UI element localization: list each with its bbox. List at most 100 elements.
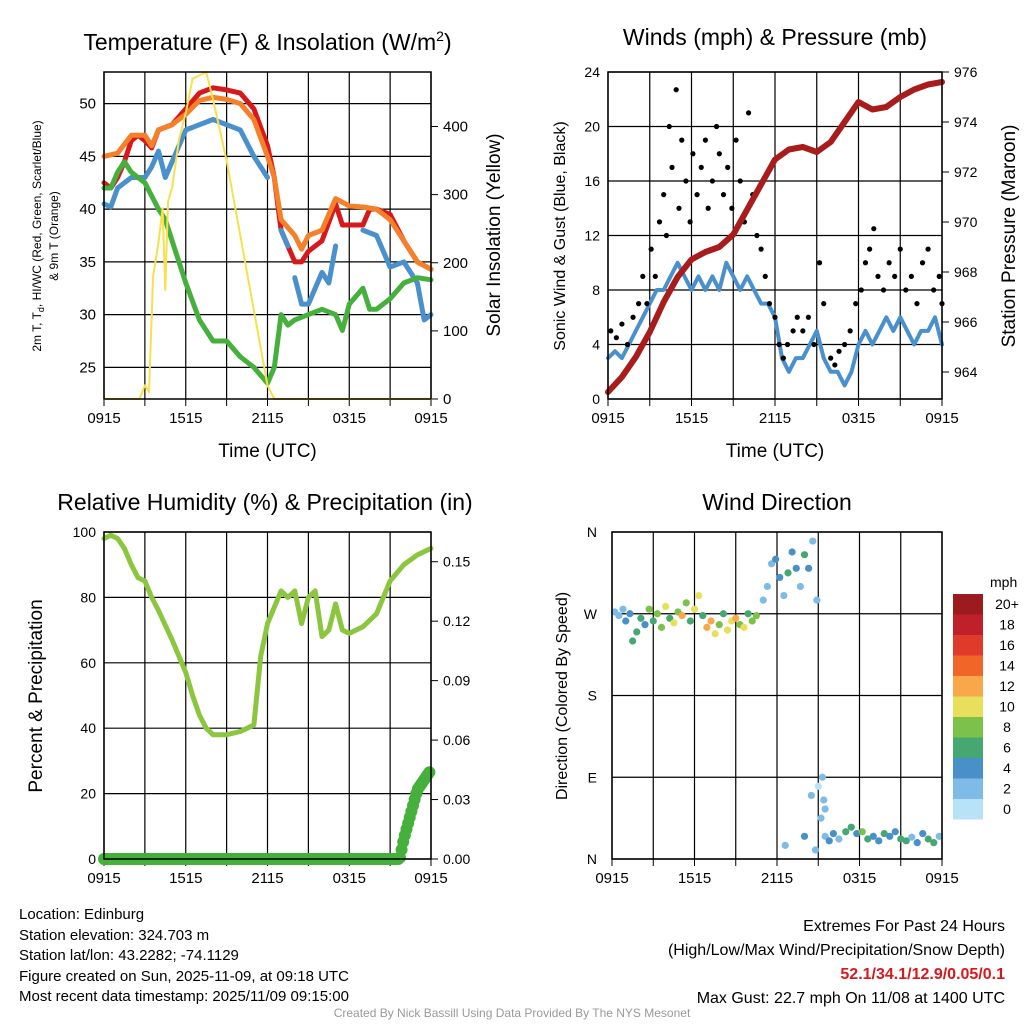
- wind-y-tick-label: 8: [592, 282, 600, 298]
- gust-point: [729, 205, 735, 211]
- direction-point: [814, 782, 822, 790]
- direction-point: [711, 630, 719, 638]
- temp-x-axis-label: Time (UTC): [218, 441, 317, 462]
- gust-point: [816, 260, 823, 266]
- dir-x-tick-label: 2115: [761, 870, 793, 887]
- pressure-y-tick-label: 970: [954, 214, 978, 230]
- temp-y-axis-label-2: & 9m T (Orange): [47, 191, 61, 281]
- extremes-title: Extremes For Past 24 Hours: [803, 918, 1005, 935]
- direction-point: [913, 839, 921, 847]
- direction-point: [817, 814, 825, 822]
- recent-data-text: Most recent data timestamp: 2025/11/09 0…: [19, 988, 349, 1005]
- direction-point: [886, 832, 894, 840]
- direction-point: [649, 617, 657, 625]
- extremes-subtitle: (High/Low/Max Wind/Precipitation/Snow De…: [667, 942, 1005, 959]
- gust-point: [687, 219, 693, 225]
- temp-title-main: Temperature (F) & Insolation (W/m: [83, 29, 436, 55]
- precip-y-tick-label: 0.12: [443, 613, 470, 629]
- temp-title-sup: 2: [436, 28, 444, 44]
- temp-panel: 0915 1515 2115 0315 0915 Temperature (F) & In…: [30, 28, 505, 462]
- direction-point: [686, 617, 694, 625]
- gust-point: [903, 287, 909, 293]
- gust-point: [766, 301, 773, 307]
- direction-point: [732, 614, 740, 622]
- solar-y-axis-label: Solar Insolation (Yellow): [484, 133, 505, 336]
- gust-point: [931, 287, 937, 293]
- pressure-y-tick-label: 968: [954, 264, 978, 280]
- gust-point: [811, 341, 817, 348]
- legend-swatch: [953, 799, 983, 820]
- gust-point: [790, 328, 796, 334]
- location-text: Location: Edinburg: [19, 906, 145, 923]
- direction-point: [690, 605, 699, 613]
- legend-label: 12: [999, 678, 1015, 694]
- direction-point: [719, 610, 727, 618]
- pressure-y-tick-label: 974: [954, 114, 978, 130]
- temp-y-tick-label: 30: [79, 307, 96, 324]
- direction-point: [835, 835, 843, 843]
- speed-legend: mph 20+ 18 16 14 12 10 8 6 4 2 0: [953, 574, 1019, 820]
- direction-point: [657, 623, 666, 631]
- gust-point: [832, 362, 838, 368]
- direction-point: [670, 619, 678, 627]
- direction-point: [891, 828, 899, 836]
- legend-title: mph: [990, 574, 1017, 590]
- gust-point: [892, 273, 898, 279]
- gust-point: [858, 287, 864, 293]
- rh-panel: 0915 1515 2115 0315 0915 Relative Humidity (%…: [26, 489, 473, 887]
- legend-swatch: [953, 614, 983, 635]
- direction-point: [829, 829, 837, 838]
- gust-point: [919, 260, 926, 266]
- precip-y-tick-label: 0.00: [443, 851, 470, 867]
- gust-point: [679, 137, 685, 143]
- dir-title: Wind Direction: [702, 489, 852, 515]
- direction-point: [695, 591, 703, 600]
- gust-point: [709, 178, 715, 184]
- gust-point: [776, 341, 782, 348]
- gust-point: [640, 273, 646, 279]
- direction-point: [637, 614, 645, 622]
- wind-x-axis-label: Time (UTC): [726, 441, 825, 462]
- latlon-text: Station lat/lon: 43.2282; -74.1129: [19, 947, 239, 964]
- direction-point: [820, 796, 828, 804]
- direction-point: [619, 605, 627, 613]
- legend-swatch: [953, 717, 983, 738]
- ylabel-b: , HI/WC (Red, Green, Scarlet/Blue): [30, 120, 44, 307]
- ylabel-a: 2m T, T: [30, 311, 44, 351]
- gust-point: [648, 246, 654, 252]
- direction-point: [776, 573, 784, 582]
- dir-x-tick-label: 0315: [843, 870, 876, 887]
- direction-point: [772, 555, 780, 563]
- direction-point: [723, 626, 732, 634]
- gust-point: [652, 273, 658, 279]
- rh-y-tick-label: 20: [80, 786, 96, 802]
- gust-point: [805, 314, 812, 320]
- rh-title: Relative Humidity (%) & Precipitation (i…: [57, 489, 472, 515]
- credit-text: Created By Nick Bassill Using Data Provi…: [333, 1006, 691, 1020]
- dir-plot-frame: [611, 531, 943, 860]
- direction-point: [678, 611, 686, 620]
- direction-point: [740, 623, 748, 631]
- temp-y-tick-label: 25: [79, 359, 96, 376]
- gust-point: [871, 226, 877, 232]
- direction-point: [781, 841, 789, 849]
- legend-swatch: [953, 594, 983, 615]
- temp-title-end: ): [444, 29, 452, 55]
- wind-y-tick-label: 12: [584, 228, 600, 244]
- direction-point: [800, 551, 809, 559]
- gust-point: [694, 192, 700, 198]
- created-text: Figure created on Sun, 2025-11-09, at 09…: [19, 967, 349, 985]
- gust-point: [698, 164, 704, 170]
- gust-point: [853, 301, 859, 307]
- gust-point: [758, 246, 764, 252]
- gust-point: [886, 260, 892, 266]
- direction-point: [800, 832, 809, 840]
- direction-point: [645, 605, 653, 613]
- gust-point: [836, 348, 842, 354]
- direction-point: [662, 602, 670, 611]
- direction-point: [796, 582, 804, 591]
- temp-y-tick-label: 40: [79, 201, 96, 218]
- direction-point: [880, 829, 888, 838]
